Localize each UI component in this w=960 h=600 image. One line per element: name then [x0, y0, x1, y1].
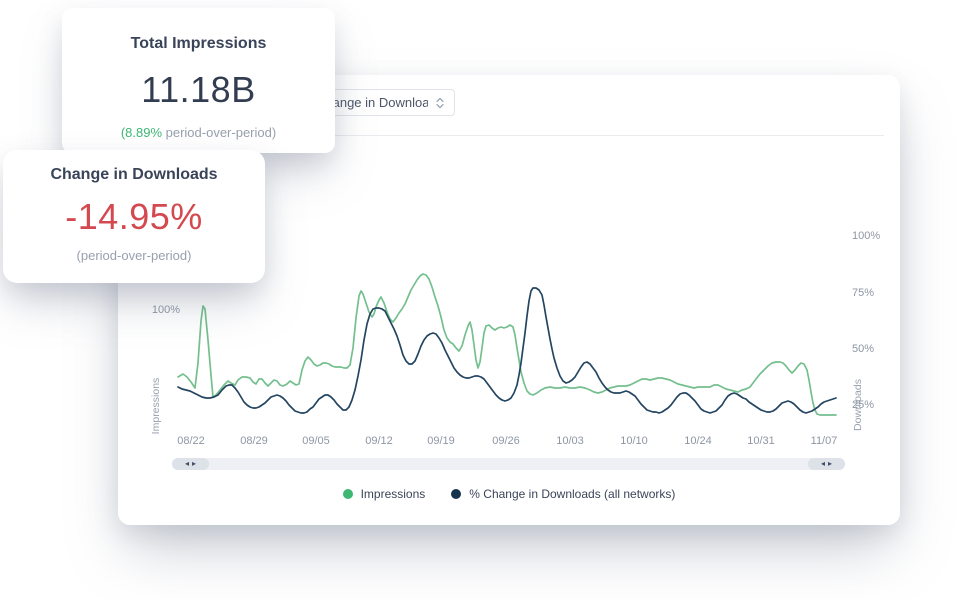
- arrow-right-icon: ▸: [828, 459, 833, 468]
- arrow-left-icon: ◂: [820, 459, 825, 468]
- left-axis-tick-100: 100%: [151, 304, 180, 316]
- card-title: Total Impressions: [130, 35, 267, 52]
- legend-label: % Change in Downloads (all networks): [469, 487, 676, 501]
- x-tick: 08/29: [240, 435, 268, 447]
- change-in-downloads-value: -14.95%: [65, 196, 203, 237]
- x-tick: 09/05: [302, 435, 330, 447]
- legend-item-downloads-change[interactable]: % Change in Downloads (all networks): [451, 487, 675, 501]
- downloads-dot-icon: [451, 489, 462, 499]
- x-tick: 10/03: [556, 435, 584, 447]
- metric-select-value: Change in Downloads: [316, 95, 428, 110]
- x-tick: 09/19: [427, 435, 455, 447]
- x-tick: 09/26: [492, 435, 520, 447]
- x-tick: 09/12: [365, 435, 393, 447]
- delta-suffix: period-over-period): [162, 125, 277, 140]
- x-tick: 10/24: [684, 435, 712, 447]
- x-tick: 11/07: [810, 435, 838, 447]
- right-axis-tick-25: 25%: [852, 399, 875, 411]
- select-chevron-icon: [436, 97, 444, 108]
- x-tick: 10/10: [620, 435, 648, 447]
- x-axis: 08/22 08/29 09/05 09/12 09/19 09/26 10/0…: [118, 435, 900, 449]
- scrollbar-left-handle[interactable]: ◂ ▸: [172, 458, 209, 470]
- header-divider: [132, 135, 884, 136]
- scrollbar-right-handle[interactable]: ◂ ▸: [808, 458, 845, 470]
- line-chart: [177, 273, 837, 416]
- downloads-change-line: [177, 287, 837, 414]
- legend-item-impressions[interactable]: Impressions: [342, 487, 426, 501]
- card-title: Change in Downloads: [50, 166, 218, 183]
- period-over-period-note: (8.89% period-over-period): [62, 125, 335, 140]
- chart-legend: Impressions % Change in Downloads (all n…: [118, 485, 900, 503]
- arrow-left-icon: ◂: [184, 459, 189, 468]
- right-axis-tick-75: 75%: [852, 287, 875, 299]
- period-over-period-note: (period-over-period): [76, 248, 192, 263]
- total-impressions-value: 11.18B: [141, 69, 256, 110]
- arrow-right-icon: ▸: [192, 459, 197, 468]
- x-tick: 10/31: [747, 435, 775, 447]
- legend-label: Impressions: [360, 487, 426, 501]
- delta-percent: (8.89%: [120, 125, 163, 140]
- time-range-scrollbar[interactable]: ◂ ▸ ◂ ▸: [172, 458, 845, 470]
- total-impressions-card: Total Impressions 11.18B (8.89% period-o…: [62, 8, 335, 153]
- right-axis-tick-100: 100%: [852, 230, 881, 242]
- x-tick: 08/22: [177, 435, 205, 447]
- impressions-line: [177, 273, 837, 416]
- impressions-dot-icon: [342, 489, 353, 499]
- change-in-downloads-card: Change in Downloads -14.95% (period-over…: [3, 150, 265, 283]
- right-axis-tick-50: 50%: [852, 343, 875, 355]
